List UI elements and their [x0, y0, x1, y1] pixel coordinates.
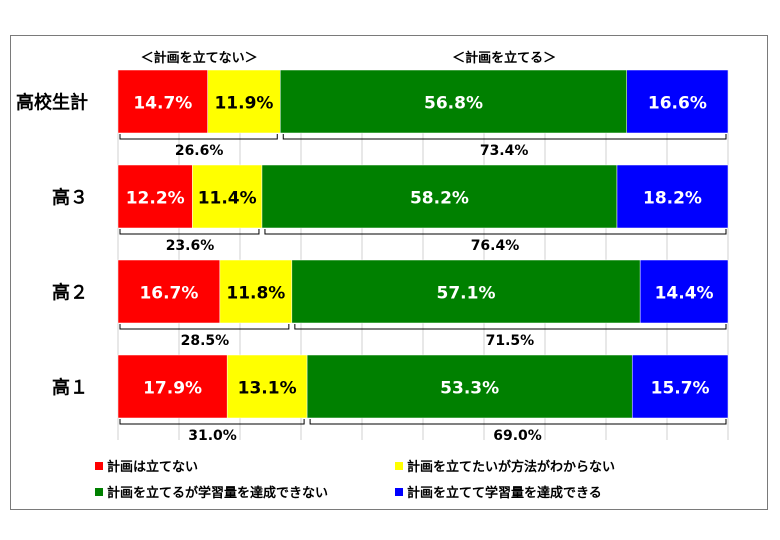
bracket-not-plan	[119, 419, 305, 425]
data-label: 15.7%	[651, 379, 710, 399]
legend-item-want-plan: 計画を立てたいが方法がわからない	[395, 456, 615, 475]
bar-segment	[616, 164, 729, 229]
data-label: 17.9%	[143, 379, 202, 399]
data-label: 14.4%	[655, 284, 714, 304]
legend-label: 計画を立てたいが方法がわからない	[407, 460, 616, 475]
bracket-not-plan	[119, 324, 290, 330]
category-label: 高２	[52, 282, 88, 304]
chart-frame	[10, 35, 768, 510]
data-label: 53.3%	[440, 379, 499, 399]
legend-item-plan-not-achieved: 計画を立てるが学習量を達成できない	[95, 482, 328, 501]
bar-segment	[280, 69, 627, 134]
data-label: 58.2%	[410, 189, 469, 209]
group-header-plan: ＜計画を立てる＞	[452, 50, 556, 66]
total-label-not-plan: 31.0%	[188, 428, 237, 444]
total-label-plan: 73.4%	[480, 143, 529, 159]
legend-swatch-blue	[395, 487, 403, 496]
data-label: 11.9%	[214, 94, 273, 114]
data-label: 11.4%	[198, 189, 257, 209]
bar-segment	[626, 69, 729, 134]
total-label-plan: 69.0%	[493, 428, 542, 444]
data-label: 11.8%	[226, 284, 285, 304]
total-label-not-plan: 28.5%	[181, 333, 230, 349]
legend-label: 計画を立てて学習量を達成できる	[407, 486, 602, 501]
bar-segment	[631, 354, 729, 419]
bracket-not-plan	[119, 134, 278, 140]
bracket-plan	[309, 419, 727, 425]
bar-segment	[192, 164, 263, 229]
bracket-plan	[294, 324, 727, 330]
bar-segment	[117, 354, 228, 419]
bar-segment	[117, 259, 221, 324]
legend-item-plan-achieved: 計画を立てて学習量を達成できる	[395, 482, 602, 501]
total-label-not-plan: 23.6%	[166, 238, 215, 254]
data-label: 57.1%	[437, 284, 496, 304]
legend: 計画は立てない 計画を立てたいが方法がわからない 計画を立てるが学習量を達成でき…	[95, 456, 695, 504]
bar-segment	[261, 164, 618, 229]
bar-segment	[219, 259, 293, 324]
bar-segment	[207, 69, 281, 134]
group-header-not-plan: ＜計画を立てない＞	[141, 50, 258, 66]
legend-label: 計画を立てるが学習量を達成できない	[107, 486, 329, 501]
data-label: 16.6%	[648, 94, 707, 114]
total-label-plan: 76.4%	[471, 238, 520, 254]
bar-segment	[117, 164, 193, 229]
total-label-plan: 71.5%	[486, 333, 535, 349]
legend-swatch-red	[95, 461, 103, 470]
bar-segment	[639, 259, 729, 324]
bracket-plan	[264, 229, 727, 235]
legend-label: 計画は立てない	[107, 460, 199, 475]
data-label: 18.2%	[643, 189, 702, 209]
legend-item-no-plan: 計画は立てない	[95, 456, 198, 475]
category-label: 高１	[52, 377, 88, 399]
bar-segment	[117, 69, 208, 134]
data-label: 13.1%	[238, 379, 297, 399]
legend-swatch-green	[95, 487, 103, 496]
category-label: 高校生計	[16, 92, 88, 114]
data-label: 56.8%	[424, 94, 483, 114]
data-label: 12.2%	[126, 189, 185, 209]
bracket-not-plan	[119, 229, 260, 235]
bar-segment	[306, 354, 633, 419]
data-label: 14.7%	[133, 94, 192, 114]
category-label: 高３	[52, 187, 88, 209]
total-label-not-plan: 26.6%	[175, 143, 224, 159]
bar-segment	[226, 354, 308, 419]
data-label: 16.7%	[139, 284, 198, 304]
bracket-plan	[282, 134, 727, 140]
legend-swatch-yellow	[395, 461, 403, 470]
